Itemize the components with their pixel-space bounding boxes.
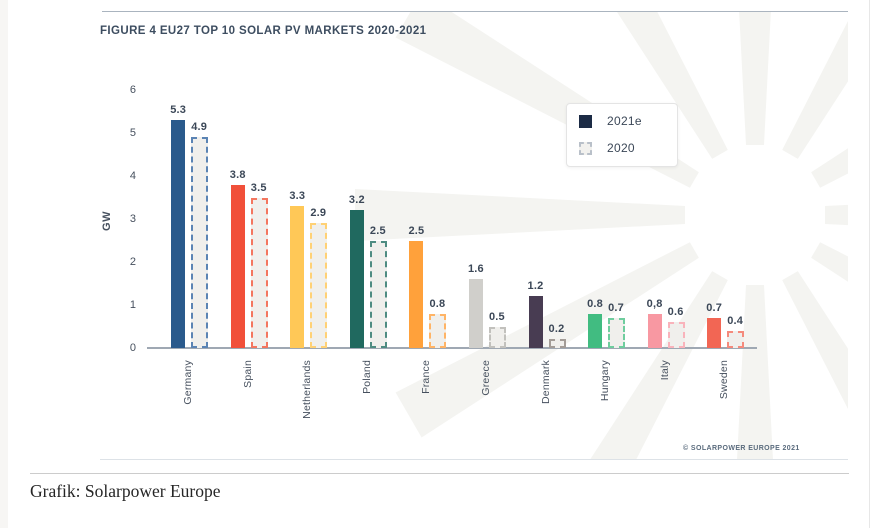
bar-2021e-germany [171, 120, 186, 348]
figure-top-border [102, 11, 848, 12]
value-2021e-germany: 5.3 [170, 104, 187, 117]
value-2021e-france: 2.5 [408, 224, 425, 237]
value-2020-spain: 3.5 [250, 181, 267, 194]
sun-ray-icon [395, 242, 699, 438]
bar-2020-greece [488, 326, 506, 348]
bar-2021e-italy [647, 313, 662, 348]
value-2021e-greece: 1.6 [467, 263, 484, 276]
category-label-spain: Spain [241, 360, 254, 388]
bar-2020-denmark [548, 339, 566, 348]
category-label-sweden: Sweden [718, 360, 731, 400]
figure-caption: Grafik: Solarpower Europe [30, 481, 221, 501]
category-label-netherlands: Netherlands [301, 360, 314, 419]
bar-2020-sweden [727, 330, 745, 348]
legend-swatch-solid-icon [579, 114, 592, 128]
value-2021e-italy: 0,8 [646, 297, 663, 310]
y-tick-6: 6 [129, 84, 136, 96]
page-right-border [869, 0, 870, 528]
y-tick-5: 5 [129, 127, 136, 139]
category-label-germany: Germany [182, 360, 195, 405]
bar-2021e-netherlands [290, 206, 305, 348]
category-label-italy: Italy [658, 360, 671, 381]
y-tick-0: 0 [129, 342, 136, 354]
value-2020-france: 0.8 [429, 297, 446, 310]
chart-legend: 2021e 2020 [566, 103, 678, 167]
sun-ray-icon [739, 12, 771, 145]
legend-item-2020: 2020 [579, 141, 635, 155]
bar-2020-italy [667, 322, 685, 348]
sun-ray-icon [532, 12, 728, 159]
y-tick-1: 1 [129, 299, 136, 311]
figure-bottom-border [100, 459, 848, 460]
legend-label: 2020 [607, 141, 635, 155]
value-2020-sweden: 0.4 [727, 314, 744, 327]
bar-2020-germany [191, 137, 209, 348]
legend-label: 2021e [607, 114, 642, 128]
value-2020-netherlands: 2.9 [310, 207, 327, 220]
bar-2020-netherlands [310, 223, 328, 348]
value-2021e-denmark: 1.2 [527, 280, 544, 293]
bar-2020-hungary [608, 317, 626, 348]
bar-2021e-hungary [588, 313, 603, 348]
sun-ray-icon [782, 271, 848, 459]
y-tick-4: 4 [129, 170, 136, 182]
page-left-margin [0, 0, 8, 528]
value-2021e-poland: 3.2 [348, 194, 365, 207]
figure-title: FIGURE 4 EU27 TOP 10 SOLAR PV MARKETS 20… [100, 25, 427, 37]
sun-ray-icon [355, 189, 685, 241]
bar-2021e-france [409, 240, 424, 348]
y-tick-3: 3 [129, 213, 136, 225]
bar-2021e-sweden [707, 317, 722, 348]
bar-2021e-spain [230, 184, 245, 348]
category-label-hungary: Hungary [599, 360, 612, 402]
bar-2020-spain [250, 197, 268, 348]
value-2020-hungary: 0.7 [608, 301, 624, 314]
legend-item-2021e: 2021e [579, 114, 642, 128]
value-2021e-netherlands: 3.3 [289, 190, 306, 203]
value-2020-greece: 0.5 [488, 310, 505, 323]
category-label-france: France [420, 360, 433, 394]
x-axis-line [147, 347, 757, 349]
figure-copyright: © SOLARPOWER EUROPE 2021 [683, 445, 800, 452]
bar-2021e-greece [468, 279, 483, 348]
bar-2021e-poland [349, 210, 364, 348]
bar-2021e-denmark [528, 296, 543, 348]
category-label-poland: Poland [360, 360, 373, 394]
value-2020-germany: 4.9 [191, 121, 208, 134]
category-label-denmark: Denmark [539, 360, 552, 404]
caption-separator [30, 473, 849, 474]
value-2020-poland: 2.5 [369, 224, 386, 237]
value-2020-italy: 0.6 [667, 306, 684, 319]
legend-swatch-dashed-icon [579, 141, 592, 155]
sun-ray-icon [782, 12, 848, 159]
value-2020-denmark: 0.2 [548, 323, 565, 336]
sun-ray-icon [737, 285, 773, 459]
value-2021e-spain: 3.8 [229, 168, 246, 181]
bar-2020-france [429, 313, 447, 348]
value-2021e-sweden: 0.7 [706, 301, 723, 314]
category-label-greece: Greece [479, 360, 492, 396]
y-tick-2: 2 [129, 256, 136, 268]
value-2021e-hungary: 0.8 [587, 297, 603, 310]
bar-2020-poland [369, 240, 387, 348]
